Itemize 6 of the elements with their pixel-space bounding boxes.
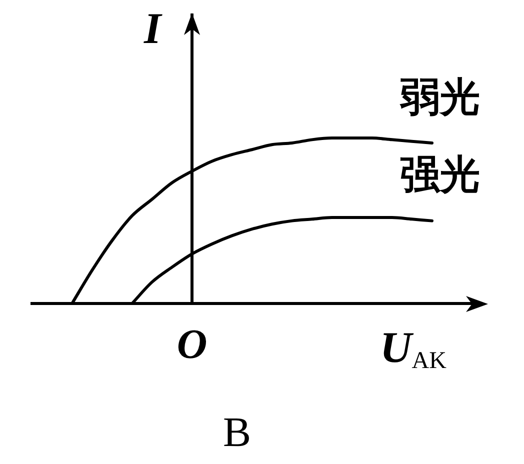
series-label: 弱光: [399, 74, 480, 120]
y-axis-title: I: [144, 4, 162, 53]
x-axis-title: U$_{AK}$: [380, 322, 446, 374]
text: B: [222, 410, 252, 456]
text: O: [176, 322, 208, 368]
series-label: 强光: [400, 152, 480, 198]
